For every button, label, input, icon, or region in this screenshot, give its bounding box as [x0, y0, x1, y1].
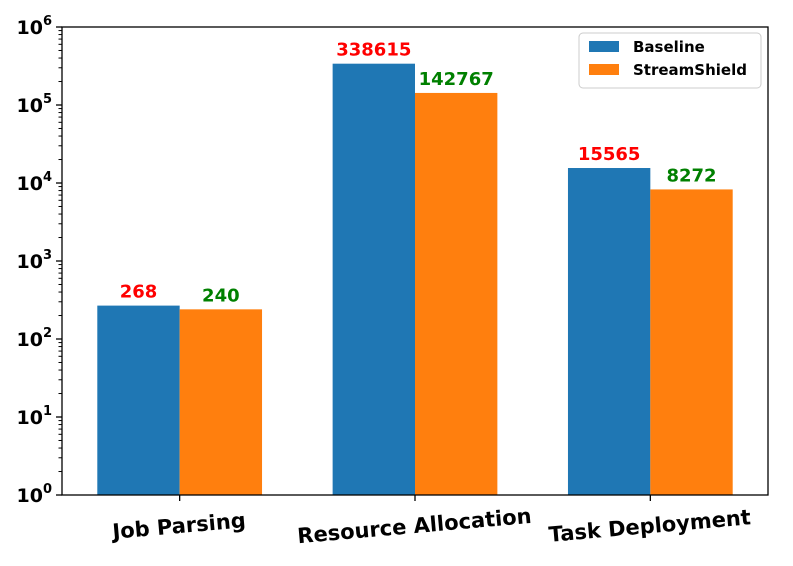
bar [567, 168, 651, 495]
bar-value-label: 240 [202, 285, 240, 306]
bar-value-label: 8272 [666, 165, 716, 186]
y-axis: 100 101 102 103 104 105 106 [17, 14, 62, 507]
y-tick-label: 105 [17, 92, 53, 117]
bar-value-label: 338615 [336, 40, 411, 61]
plot-frame [61, 26, 769, 496]
y-tick-label: 106 [17, 14, 53, 39]
bar [97, 305, 180, 495]
bar [179, 309, 263, 495]
legend: Baseline StreamShield [578, 32, 762, 89]
legend-box [578, 32, 762, 89]
bar [332, 63, 415, 495]
legend-label: Baseline [633, 38, 705, 56]
y-tick-label: 101 [17, 404, 53, 429]
bar [415, 92, 498, 495]
x-category-label: Resource Allocation [296, 504, 532, 548]
y-tick-label: 100 [17, 482, 53, 507]
y-tick-label: 102 [17, 326, 53, 351]
y-tick-label: 103 [17, 248, 53, 273]
x-category-label: Task Deployment [548, 505, 752, 547]
bars [97, 63, 733, 495]
bar-value-label: 268 [120, 282, 158, 303]
bar [650, 189, 733, 495]
bar-value-label: 15565 [578, 144, 641, 165]
legend-swatch [589, 41, 619, 52]
x-category-label: Job Parsing [109, 508, 246, 544]
bar-value-labels: 268 240 338615 142767 15565 8272 [120, 40, 717, 307]
y-tick-label: 104 [17, 170, 53, 195]
bar-value-label: 142767 [419, 69, 494, 90]
legend-label: StreamShield [633, 61, 747, 79]
x-axis: Job Parsing Resource Allocation Task Deplo… [109, 495, 752, 548]
legend-swatch [589, 64, 619, 75]
